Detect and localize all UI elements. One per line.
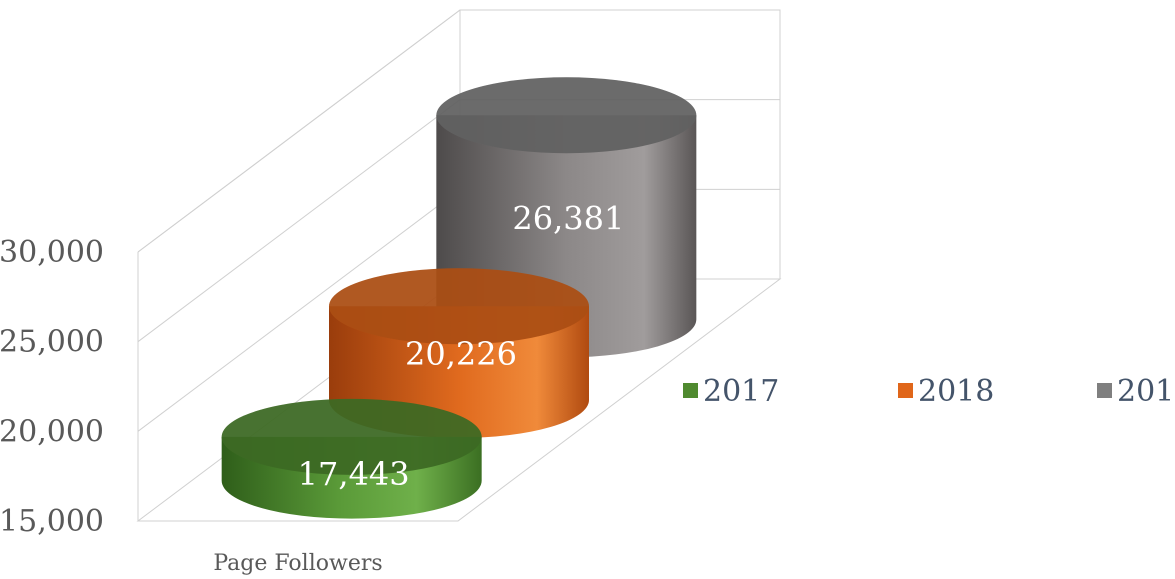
legend-label: 2019 [1117, 374, 1175, 409]
y-tick-label: 15,000 [0, 504, 104, 539]
bar-top [436, 77, 697, 154]
bar-top-shade [436, 77, 697, 154]
legend-item-2017: 2017 [683, 374, 779, 409]
legend-item-2019: 2019 [1097, 374, 1175, 409]
data-label: 26,381 [512, 199, 624, 237]
bar-top-shade [221, 398, 482, 475]
data-label: 20,226 [405, 335, 517, 373]
bar-top [329, 268, 589, 345]
y-tick-label: 20,000 [0, 414, 104, 449]
x-axis: Page Followers [213, 551, 382, 576]
legend-item-2018: 2018 [898, 374, 994, 409]
data-label: 17,443 [298, 455, 410, 493]
y-tick-label: 30,000 [0, 235, 104, 270]
bar-2017: 17,443 [221, 398, 482, 519]
legend-label: 2017 [703, 374, 779, 409]
legend: 2017 2018 2019 [683, 374, 1175, 409]
bar-top-shade [329, 268, 589, 345]
y-axis-ticks: 15,000 20,000 25,000 30,000 [0, 235, 104, 539]
legend-swatch [683, 383, 698, 398]
legend-swatch [898, 383, 913, 398]
y-tick-label: 25,000 [0, 325, 104, 360]
legend-label: 2018 [918, 374, 994, 409]
gridline-left-wall [137, 99, 461, 343]
gridline-left-wall [137, 9, 461, 253]
legend-swatch [1097, 383, 1112, 398]
bar-top [221, 398, 482, 475]
gridline-left-wall [137, 188, 461, 432]
bars: 26,381 20,226 17,443 [221, 77, 697, 519]
x-tick-label: Page Followers [213, 551, 382, 576]
